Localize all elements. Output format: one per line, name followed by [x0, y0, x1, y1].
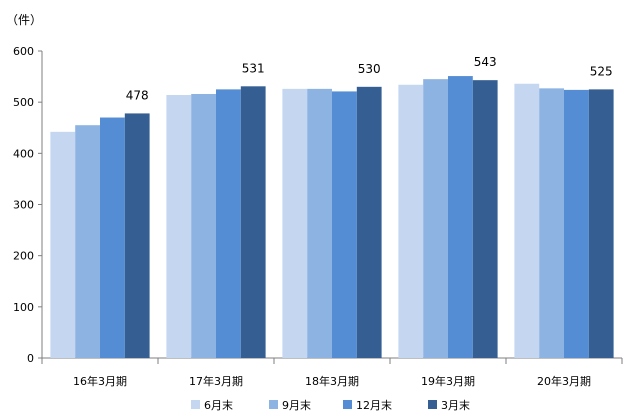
legend-label: 3月末: [441, 398, 470, 412]
bar: [191, 93, 216, 358]
y-tick-label: 0: [27, 352, 34, 365]
data-label: 543: [474, 55, 497, 69]
legend-label: 6月末: [204, 398, 233, 412]
bar: [50, 131, 76, 358]
y-tick-label: 100: [13, 301, 34, 314]
bar: [75, 125, 100, 358]
x-category-label: 19年3月期: [421, 374, 475, 388]
x-category-label: 20年3月期: [537, 374, 591, 388]
bars-group: [50, 76, 614, 359]
x-category-label: 17年3月期: [189, 374, 243, 388]
bar: [564, 89, 589, 359]
legend: 6月末 9月末 12月末 3月末: [191, 398, 470, 412]
legend-swatch: [191, 400, 200, 409]
bar: [448, 76, 473, 359]
data-label: 531: [242, 61, 265, 75]
bar: [332, 91, 357, 359]
bar: [514, 83, 540, 358]
bar: [472, 80, 498, 358]
bar: [100, 117, 125, 359]
bar: [282, 88, 308, 358]
y-tick-label: 500: [13, 96, 34, 109]
y-tick-label: 600: [13, 45, 34, 58]
chart-axes: 0 100 200 300 400 500 600 16年3月期 17年3月期 18年3月期 19年…: [13, 45, 623, 388]
x-category-label: 18年3月期: [305, 374, 359, 388]
bar: [216, 89, 241, 358]
bar: [398, 84, 424, 359]
y-axis-unit-label: （件）: [6, 13, 42, 27]
legend-swatch: [428, 400, 437, 409]
data-label: 530: [358, 62, 381, 76]
bar: [356, 86, 382, 359]
legend-label: 9月末: [282, 398, 311, 412]
bar: [240, 86, 266, 359]
data-labels-group: 478 531 530 543 525: [126, 55, 613, 102]
legend-swatch: [343, 400, 352, 409]
bar: [166, 95, 192, 359]
bar: [423, 79, 448, 359]
y-tick-label: 200: [13, 250, 34, 263]
data-label: 478: [126, 88, 149, 102]
y-tick-label: 300: [13, 199, 34, 212]
x-category-label: 16年3月期: [73, 374, 127, 388]
bar: [124, 113, 150, 358]
bar: [588, 89, 614, 358]
bar: [307, 88, 332, 358]
y-tick-label: 400: [13, 147, 34, 160]
data-label: 525: [590, 64, 613, 78]
bar: [539, 88, 564, 358]
legend-label: 12月末: [356, 398, 392, 412]
legend-swatch: [269, 400, 278, 409]
